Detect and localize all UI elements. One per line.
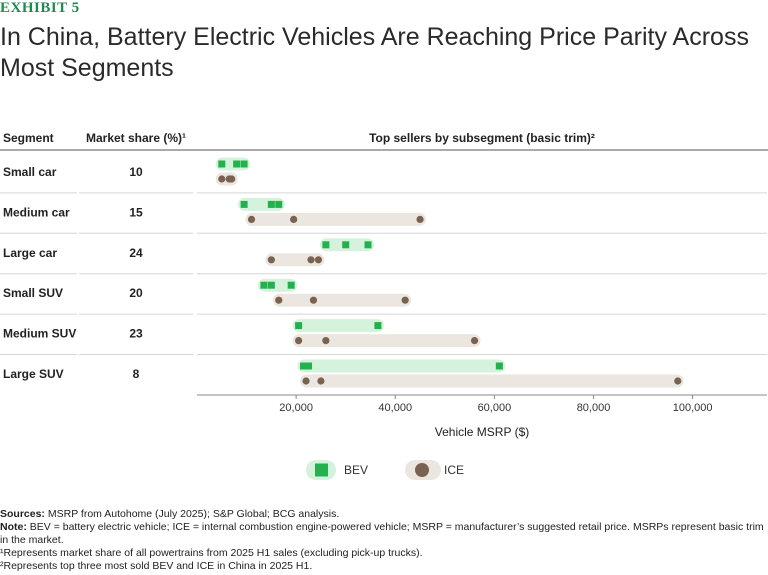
legend: BEV ICE: [306, 460, 464, 480]
ice-point: [322, 337, 330, 345]
x-tick-label: 100,000: [673, 402, 713, 414]
ice-point: [247, 215, 256, 223]
bev-point: [374, 322, 382, 330]
note-label: Note:: [0, 521, 27, 533]
bev-point: [267, 200, 275, 208]
ice-point: [416, 215, 424, 223]
bev-range-band: [292, 319, 384, 333]
segment-label: Medium car: [3, 205, 70, 219]
segment-column-header: Segment: [3, 131, 54, 145]
ice-range-band: [292, 334, 481, 348]
bev-point: [267, 281, 275, 289]
ice-point: [290, 215, 298, 223]
bev-point: [240, 160, 248, 168]
ice-point: [302, 377, 310, 385]
bev-point: [364, 241, 372, 249]
bev-point: [233, 160, 241, 168]
ice-point: [228, 175, 236, 183]
bev-point: [495, 362, 503, 370]
bev-range-band: [297, 359, 506, 373]
x-tick-label: 20,000: [279, 402, 313, 414]
segment-label: Medium SUV: [3, 327, 76, 341]
bev-point: [260, 281, 268, 289]
price-parity-chart: Segment Market share (%)¹ Top sellers by…: [0, 131, 768, 480]
ice-point: [309, 296, 318, 304]
ice-point: [295, 337, 303, 345]
segment-label: Large car: [3, 246, 57, 260]
note-footnote: Note: BEV = battery electric vehicle; IC…: [0, 521, 768, 547]
ice-point: [267, 256, 275, 264]
x-axis-label: Vehicle MSRP ($): [435, 425, 529, 439]
bev-point: [218, 160, 226, 168]
segment-row: Large car 24: [3, 238, 374, 267]
legend-item-bev: BEV: [306, 460, 368, 480]
ice-point: [307, 256, 315, 264]
ice-range-band: [300, 374, 684, 388]
ice-range-band: [272, 293, 412, 307]
sources-footnote: Sources: MSRP from Autohome (July 2025);…: [0, 508, 768, 521]
chart-title: In China, Battery Electric Vehicles Are …: [0, 23, 749, 82]
note-text: BEV = battery electric vehicle; ICE = in…: [0, 521, 764, 546]
segment-label: Small SUV: [3, 286, 63, 300]
x-tick-label: 40,000: [378, 402, 412, 414]
exhibit-label: EXHIBIT 5: [0, 0, 80, 16]
top-sellers-column-header: Top sellers by subsegment (basic trim)²: [369, 131, 595, 145]
bev-point: [240, 200, 248, 208]
legend-ice-marker: [415, 463, 429, 477]
legend-bev-marker: [315, 463, 328, 477]
bev-range-band: [257, 278, 298, 292]
market-share-value: 24: [129, 246, 143, 260]
segment-rows: Small car 10 Medium car 15 Large car 24 Small …: [3, 157, 684, 388]
bev-point: [287, 281, 295, 289]
bev-point: [322, 241, 330, 249]
segment-label: Large SUV: [3, 367, 64, 381]
segment-row: Large SUV 8: [3, 359, 684, 388]
footnote-1: ¹Represents market share of all powertra…: [0, 547, 423, 559]
sources-label: Sources:: [0, 508, 45, 520]
market-share-value: 15: [129, 205, 143, 219]
bev-point: [275, 200, 283, 208]
segment-row: Small SUV 20: [3, 278, 412, 307]
ice-point: [401, 296, 409, 304]
segment-label: Small car: [3, 165, 57, 179]
market-share-value: 20: [129, 286, 143, 300]
legend-ice-label: ICE: [444, 463, 464, 477]
footnote-2: ²Represents top three most sold BEV and …: [0, 560, 313, 572]
table-header: Segment Market share (%)¹ Top sellers by…: [3, 131, 595, 145]
sources-text: MSRP from Autohome (July 2025); S&P Glob…: [44, 508, 340, 520]
market-share-value: 23: [129, 327, 143, 341]
bev-point: [342, 241, 350, 249]
segment-row: Medium SUV 23: [3, 319, 481, 348]
segment-row: Small car 10: [3, 157, 251, 186]
ice-point: [317, 377, 325, 385]
legend-bev-label: BEV: [344, 463, 368, 477]
ice-point: [674, 377, 682, 385]
ice-point: [470, 337, 479, 345]
x-tick-label: 80,000: [577, 402, 611, 414]
market-share-value: 10: [129, 165, 143, 179]
ice-point: [218, 175, 226, 183]
ice-range-band: [245, 212, 427, 226]
segment-row: Medium car 15: [3, 197, 427, 226]
ice-point: [314, 256, 323, 264]
legend-item-ice: ICE: [405, 460, 464, 480]
x-axis: 20,000 40,000 60,000 80,000 100,000: [197, 394, 767, 414]
grid-lines: [0, 149, 768, 355]
x-tick-label: 60,000: [478, 402, 512, 414]
bev-point: [295, 322, 303, 330]
bev-point: [305, 362, 313, 370]
ice-point: [275, 296, 283, 304]
bev-point: [300, 362, 308, 370]
market-share-column-header: Market share (%)¹: [86, 131, 186, 145]
market-share-value: 8: [133, 367, 140, 381]
